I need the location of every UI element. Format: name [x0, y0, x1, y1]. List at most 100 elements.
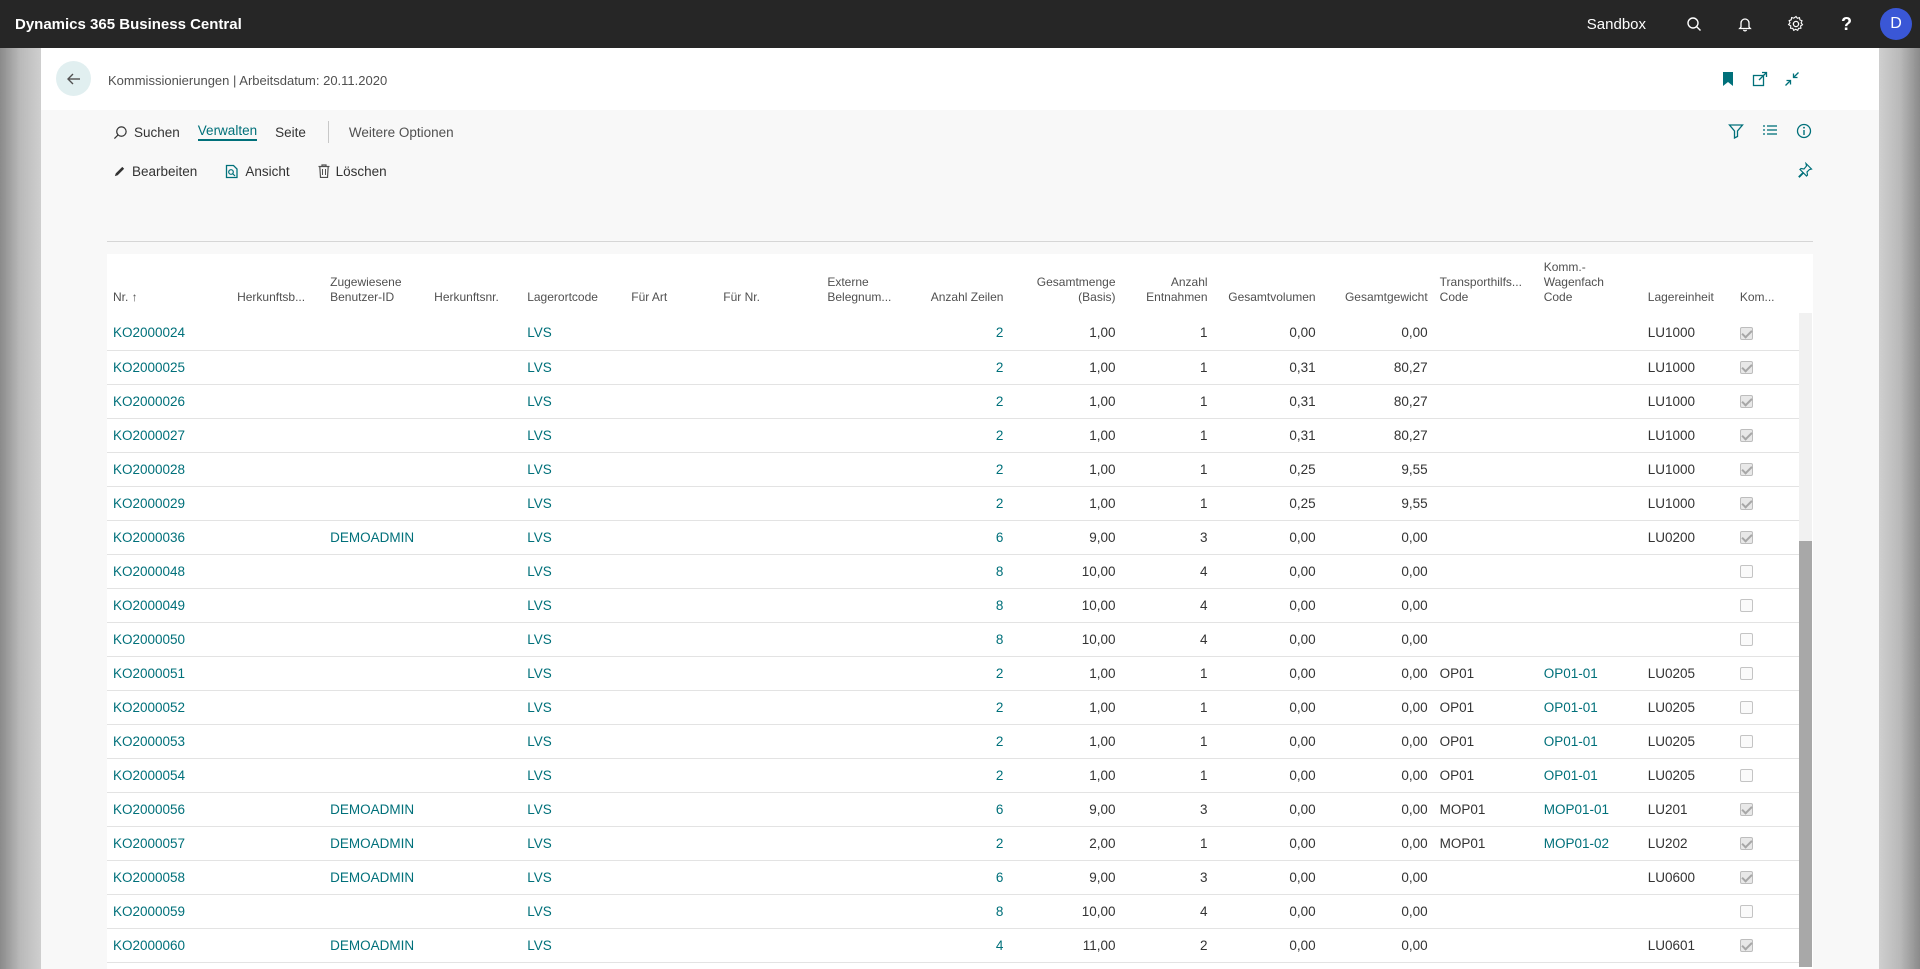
row-checkbox[interactable] [1739, 463, 1753, 477]
gear-icon[interactable] [1770, 0, 1821, 48]
cell-nr[interactable]: KO2000059 [107, 894, 232, 929]
cell-nr[interactable]: KO2000052 [107, 690, 232, 725]
cell-no-of-lines[interactable]: 2 [915, 690, 1010, 725]
edit-button[interactable]: Bearbeiten [113, 164, 197, 179]
row-checkbox[interactable] [1739, 939, 1753, 953]
more-options-button[interactable]: Weitere Optionen [348, 124, 454, 140]
cell-nr[interactable]: KO2000048 [107, 554, 232, 589]
cell-assigned-user[interactable] [324, 894, 429, 929]
table-row[interactable]: KO2000050 LVS 8 10,00 4 0,00 0,00 [107, 622, 1803, 657]
row-checkbox[interactable] [1739, 599, 1753, 613]
cell-location-code[interactable]: LVS [521, 486, 626, 521]
table-row[interactable]: KO2000053 LVS 2 1,00 1 0,00 0,00 OP01 OP01-01 LU0… [107, 724, 1803, 759]
cell-location-code[interactable]: LVS [521, 894, 626, 929]
cell-assigned-user[interactable]: DEMOADMIN [324, 792, 429, 827]
column-header[interactable]: Zugewiesene Benutzer-ID [324, 254, 429, 316]
column-header[interactable]: Gesamtmenge (Basis) [1009, 254, 1122, 316]
cell-nr[interactable]: KO2000027 [107, 418, 232, 453]
cell-assigned-user[interactable]: DEMOADMIN [324, 520, 429, 555]
cell-cart-bin-code[interactable] [1537, 928, 1642, 963]
cell-assigned-user[interactable] [324, 656, 429, 691]
cell-location-code[interactable]: LVS [521, 350, 626, 385]
table-row[interactable]: KO2000051 LVS 2 1,00 1 0,00 0,00 OP01 OP01-01 LU0… [107, 656, 1803, 691]
table-row[interactable]: KO2000054 LVS 2 1,00 1 0,00 0,00 OP01 OP01-01 LU0… [107, 758, 1803, 793]
cell-no-of-lines[interactable]: 6 [915, 860, 1010, 895]
table-row[interactable]: KO2000060 DEMOADMIN LVS 4 11,00 2 0,00 0,00 LU06… [107, 928, 1803, 963]
cell-location-code[interactable]: LVS [521, 622, 626, 657]
column-header[interactable]: Externe Belegnum... [821, 254, 916, 316]
cell-cart-bin-code[interactable] [1537, 418, 1642, 453]
cell-cart-bin-code[interactable] [1537, 350, 1642, 385]
scrollbar-thumb[interactable] [1799, 541, 1812, 967]
vertical-scrollbar[interactable] [1799, 313, 1812, 967]
cell-no-of-lines[interactable]: 2 [915, 826, 1010, 861]
column-header[interactable]: Anzahl Zeilen [915, 254, 1010, 316]
cell-nr[interactable]: KO2000036 [107, 520, 232, 555]
cell-no-of-lines[interactable]: 2 [915, 486, 1010, 521]
row-checkbox[interactable] [1739, 565, 1753, 579]
cell-nr[interactable]: KO2000061 [107, 962, 232, 969]
cell-cart-bin-code[interactable] [1537, 622, 1642, 657]
cell-assigned-user[interactable]: DEMOADMIN [324, 860, 429, 895]
cell-no-of-lines[interactable]: 4 [915, 962, 1010, 969]
cell-assigned-user[interactable] [324, 418, 429, 453]
filter-icon[interactable] [1727, 122, 1745, 140]
bell-icon[interactable] [1719, 0, 1770, 48]
table-row[interactable]: KO2000026 LVS 2 1,00 1 0,31 80,27 LU1000 [107, 384, 1803, 419]
column-header[interactable]: Anzahl Entnahmen [1121, 254, 1214, 316]
cell-assigned-user[interactable]: DEMOADMIN [324, 962, 429, 969]
cell-nr[interactable]: KO2000029 [107, 486, 232, 521]
cell-location-code[interactable]: LVS [521, 724, 626, 759]
list-view-icon[interactable] [1761, 122, 1779, 140]
cell-cart-bin-code[interactable]: OP01-01 [1537, 690, 1642, 725]
cell-cart-bin-code[interactable] [1537, 486, 1642, 521]
table-row[interactable]: KO2000036 DEMOADMIN LVS 6 9,00 3 0,00 0,00 LU020… [107, 520, 1803, 555]
cell-location-code[interactable]: LVS [521, 520, 626, 555]
cell-cart-bin-code[interactable] [1537, 860, 1642, 895]
cell-nr[interactable]: KO2000056 [107, 792, 232, 827]
search-button[interactable]: Suchen [113, 125, 180, 140]
cell-no-of-lines[interactable]: 2 [915, 418, 1010, 453]
cell-location-code[interactable]: LVS [521, 384, 626, 419]
cell-cart-bin-code[interactable] [1537, 894, 1642, 929]
cell-nr[interactable]: KO2000057 [107, 826, 232, 861]
cell-assigned-user[interactable] [324, 690, 429, 725]
cell-no-of-lines[interactable]: 2 [915, 452, 1010, 487]
cell-location-code[interactable]: LVS [521, 792, 626, 827]
table-row[interactable]: KO2000061DEMOADMINLVS411,0020,000,00LU06… [107, 962, 1803, 969]
cell-no-of-lines[interactable]: 2 [915, 656, 1010, 691]
cell-cart-bin-code[interactable] [1537, 316, 1642, 351]
collapse-icon[interactable] [1783, 70, 1801, 88]
cell-location-code[interactable]: LVS [521, 758, 626, 793]
table-row[interactable]: KO2000048 LVS 8 10,00 4 0,00 0,00 [107, 554, 1803, 589]
cell-nr[interactable]: KO2000058 [107, 860, 232, 895]
row-checkbox[interactable] [1739, 701, 1753, 715]
cell-cart-bin-code[interactable]: OP01-01 [1537, 724, 1642, 759]
table-row[interactable]: KO2000024 LVS 2 1,00 1 0,00 0,00 LU1000 [107, 316, 1803, 351]
column-header[interactable]: Für Nr. [717, 254, 822, 316]
pin-icon[interactable] [1797, 161, 1813, 181]
cell-assigned-user[interactable] [324, 316, 429, 351]
open-new-window-icon[interactable] [1751, 70, 1769, 88]
row-checkbox[interactable] [1739, 871, 1753, 885]
cell-nr[interactable]: KO2000025 [107, 350, 232, 385]
column-header[interactable]: Komm.- Wagenfach Code [1537, 254, 1642, 316]
cell-no-of-lines[interactable]: 8 [915, 622, 1010, 657]
cell-nr[interactable]: KO2000060 [107, 928, 232, 963]
table-row[interactable]: KO2000027 LVS 2 1,00 1 0,31 80,27 LU1000 [107, 418, 1803, 453]
cell-cart-bin-code[interactable]: OP01-01 [1537, 758, 1642, 793]
column-header[interactable]: Herkunftsnr. [428, 254, 522, 316]
row-checkbox[interactable] [1739, 327, 1753, 341]
cell-location-code[interactable]: LVS [521, 962, 626, 969]
column-header[interactable]: Für Art [625, 254, 718, 316]
row-checkbox[interactable] [1739, 803, 1753, 817]
row-checkbox[interactable] [1739, 395, 1753, 409]
cell-assigned-user[interactable] [324, 554, 429, 589]
table-row[interactable]: KO2000049 LVS 8 10,00 4 0,00 0,00 [107, 588, 1803, 623]
cell-nr[interactable]: KO2000049 [107, 588, 232, 623]
tab-manage[interactable]: Verwalten [197, 123, 258, 141]
cell-cart-bin-code[interactable] [1537, 384, 1642, 419]
column-header[interactable]: Lagereinheit [1641, 254, 1734, 316]
bookmark-icon[interactable] [1719, 70, 1737, 88]
cell-nr[interactable]: KO2000051 [107, 656, 232, 691]
